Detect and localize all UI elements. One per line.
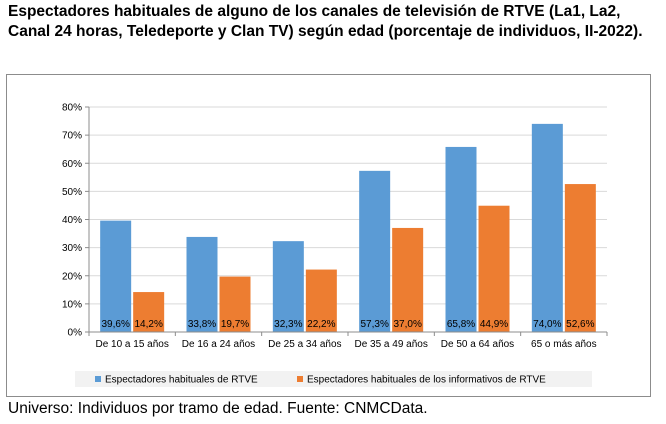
x-tick-label: De 16 a 24 años [182,339,255,350]
legend: Espectadores habituales de RTVE Espectado… [75,371,592,387]
y-tick-label: 10% [62,299,82,310]
x-tick-label: De 25 a 34 años [268,339,341,350]
bar [272,241,304,332]
legend-swatch [297,376,303,382]
bar [392,227,424,332]
bar [478,205,510,332]
bar-label: 37,0% [393,319,421,330]
bar [359,170,391,332]
bar [564,184,596,332]
x-tick-label: De 10 a 15 años [95,339,168,350]
bar [100,220,132,332]
bar [133,292,165,332]
y-tick-label: 30% [62,243,82,254]
y-tick-label: 60% [62,159,82,170]
bars [100,123,596,332]
gridlines [89,106,607,305]
bar-label: 19,7% [221,319,249,330]
x-tick-label: De 35 a 49 años [354,339,427,350]
bar-label: 32,3% [274,319,302,330]
bar-chart: 0% 10% 20% 30% 40% 50% 60% 70% 80% 39,6% 14,2% 33,… [62,103,608,387]
footnote: Universo: Individuos por tramo de edad. … [8,400,428,417]
bar-labels: 39,6% 14,2% 33,8% 19,7% 32,3% 22,2% 57,3% 37,0%… [101,319,594,330]
bar [219,276,251,332]
bar [531,123,563,332]
bar-label: 74,0% [533,319,561,330]
y-tick-label: 70% [62,131,82,142]
bar-label: 33,8% [188,319,216,330]
chart-frame: 0% 10% 20% 30% 40% 50% 60% 70% 80% 39,6% 14,2% 33,… [6,74,651,397]
y-tick-label: 80% [62,103,82,114]
x-axis: De 10 a 15 años De 16 a 24 años De 25 a 34… [88,331,608,350]
y-tick-label: 20% [62,271,82,282]
bar [445,146,477,332]
bar-label: 44,9% [480,319,508,330]
bar-label: 65,8% [447,319,475,330]
legend-label: Espectadores habituales de RTVE [105,375,258,386]
legend-box [75,371,592,387]
legend-label: Espectadores habituales de los informati… [307,375,546,386]
bar-label: 14,2% [134,319,162,330]
legend-swatch [95,376,101,382]
x-tick-label: De 50 a 64 años [441,339,514,350]
bar [186,236,218,332]
bar-label: 39,6% [101,319,129,330]
chart-title: Espectadores habituales de alguno de los… [8,3,643,40]
bar-label: 57,3% [360,319,388,330]
y-tick-label: 40% [62,215,82,226]
y-tick-label: 0% [68,328,83,339]
y-tick-label: 50% [62,187,82,198]
y-axis: 0% 10% 20% 30% 40% 50% 60% 70% 80% [62,103,90,339]
bar-label: 22,2% [307,319,335,330]
bar-label: 52,6% [566,319,594,330]
bar [305,269,337,332]
x-tick-label: 65 o más años [531,339,597,350]
